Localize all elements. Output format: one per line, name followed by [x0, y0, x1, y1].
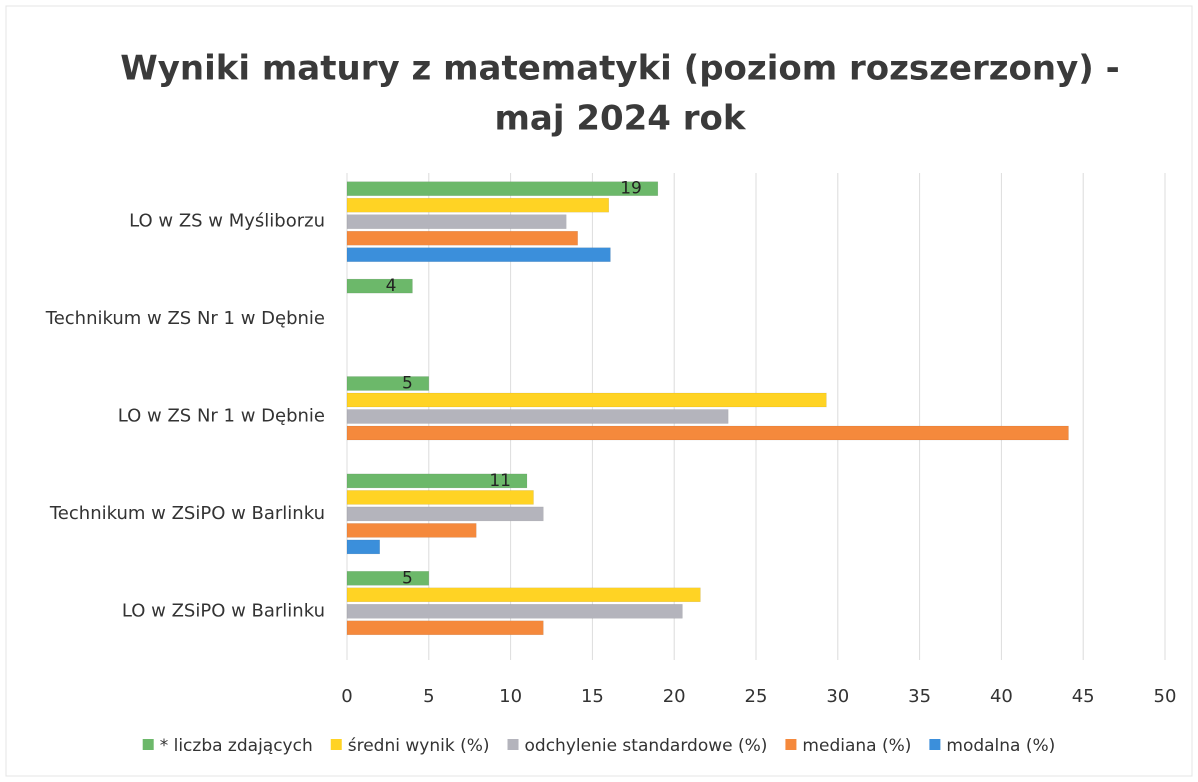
bar: [346, 181, 659, 196]
y-tick-label: LO w ZSiPO w Barlinku: [122, 600, 325, 621]
bar: [346, 278, 413, 294]
x-tick-label: 35: [908, 686, 931, 707]
bar: [346, 506, 544, 522]
data-label: 19: [620, 179, 642, 199]
legend-swatch: [785, 739, 797, 750]
legend-label: odchylenie standardowe (%): [525, 736, 768, 756]
bar: [346, 392, 827, 408]
y-tick-label: LO w ZS w Myśliborzu: [129, 211, 325, 232]
chart-title: Wyniki matury z matematyki (poziom rozsz…: [120, 49, 1120, 89]
x-tick-label: 45: [1072, 686, 1095, 707]
x-tick-label: 25: [745, 686, 768, 707]
bar: [346, 247, 611, 262]
x-tick-label: 20: [663, 686, 686, 707]
bar: [346, 214, 567, 229]
bar: [346, 230, 578, 246]
y-tick-label: Technikum w ZS Nr 1 w Dębnie: [45, 308, 325, 329]
x-tick-label: 0: [341, 686, 352, 707]
legend-label: modalna (%): [946, 736, 1055, 756]
legend-swatch: [330, 739, 342, 750]
data-label: 5: [402, 374, 413, 394]
legend-swatch: [507, 739, 519, 750]
chart-subtitle: maj 2024 rok: [494, 99, 746, 139]
legend-label: średni wynik (%): [348, 736, 490, 756]
data-label: 5: [402, 568, 413, 588]
bar: [346, 473, 528, 489]
bar: [346, 197, 610, 213]
legend-label: * liczba zdających: [160, 736, 313, 756]
legend-swatch: [142, 739, 154, 750]
bar: [346, 490, 534, 505]
bar: [346, 620, 544, 636]
x-tick-label: 15: [581, 686, 604, 707]
bar: [346, 604, 683, 619]
x-tick-label: 30: [826, 686, 849, 707]
y-tick-label: Technikum w ZSiPO w Barlinku: [49, 503, 325, 524]
bar: [346, 376, 430, 391]
data-label: 11: [489, 471, 511, 491]
x-tick-label: 10: [499, 686, 522, 707]
bar: [346, 587, 701, 603]
bar: [346, 425, 1069, 441]
bar: [346, 539, 380, 555]
bar: [346, 523, 477, 538]
legend-label: mediana (%): [802, 736, 911, 756]
bar: [346, 571, 430, 586]
chart-frame: [5, 5, 1193, 777]
y-tick-label: LO w ZS Nr 1 w Dębnie: [118, 406, 325, 427]
x-tick-label: 40: [990, 686, 1013, 707]
data-label: 4: [386, 276, 397, 296]
x-tick-label: 50: [1154, 686, 1177, 707]
x-tick-label: 5: [423, 686, 434, 707]
bar: [346, 409, 729, 424]
legend-swatch: [929, 739, 941, 750]
